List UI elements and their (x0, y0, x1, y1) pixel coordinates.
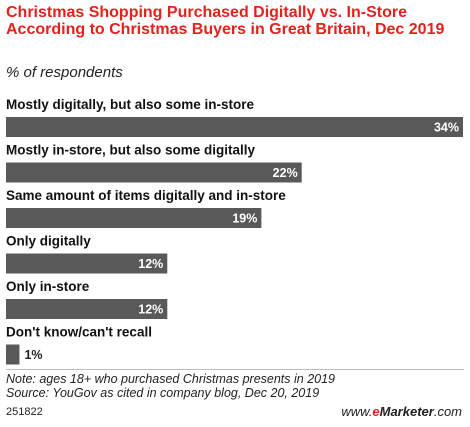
source-text: Source: YouGov as cited in company blog,… (6, 386, 320, 400)
brand-name: Marketer (379, 404, 434, 419)
bar[interactable] (6, 253, 168, 274)
brand-suffix: .com (433, 404, 462, 419)
chart-title: Christmas Shopping Purchased Digitally v… (6, 4, 445, 38)
bar[interactable] (6, 162, 302, 183)
bar[interactable] (6, 299, 168, 319)
category-label: Don't know/can't recall (6, 325, 152, 340)
footer-divider (6, 369, 464, 370)
category-label: Mostly digitally, but also some in-store (6, 97, 255, 112)
category-label: Only in-store (6, 279, 90, 294)
bar[interactable] (6, 117, 463, 137)
category-label: Mostly in-store, but also some digitally (6, 143, 256, 158)
chart-subtitle: % of respondents (6, 64, 123, 81)
bar[interactable] (6, 208, 262, 228)
emarketer-logo[interactable]: www.eMarketer.com (341, 404, 462, 419)
value-label: 12% (138, 257, 163, 271)
chart-id: 251822 (6, 406, 43, 418)
value-label: 22% (273, 166, 298, 180)
brand-e: e (372, 404, 380, 419)
chart-notes: Note: ages 18+ who purchased Christmas p… (6, 372, 335, 400)
note-text: Note: ages 18+ who purchased Christmas p… (6, 372, 336, 386)
value-label: 19% (232, 212, 257, 226)
value-label: 12% (138, 303, 163, 317)
value-label: 34% (434, 121, 459, 135)
bar[interactable] (6, 344, 20, 365)
category-label: Only digitally (6, 234, 91, 249)
value-label: 1% (24, 348, 42, 362)
category-label: Same amount of items digitally and in-st… (6, 188, 286, 203)
